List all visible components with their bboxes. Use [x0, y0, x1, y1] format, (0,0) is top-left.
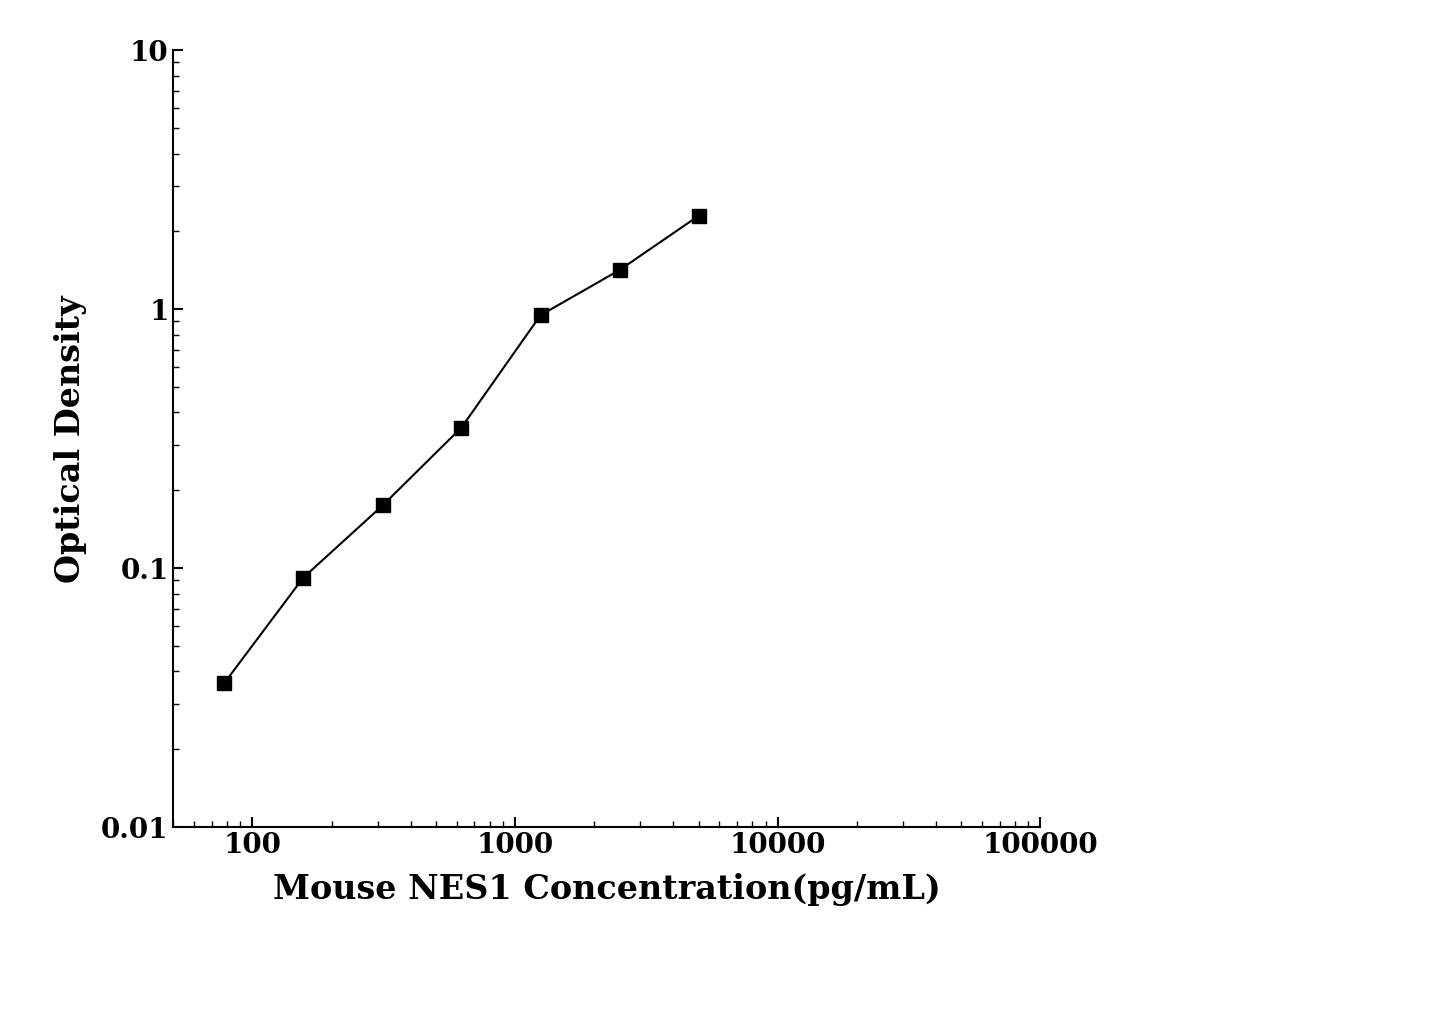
- Y-axis label: Optical Density: Optical Density: [53, 295, 87, 583]
- X-axis label: Mouse NES1 Concentration(pg/mL): Mouse NES1 Concentration(pg/mL): [273, 873, 941, 906]
